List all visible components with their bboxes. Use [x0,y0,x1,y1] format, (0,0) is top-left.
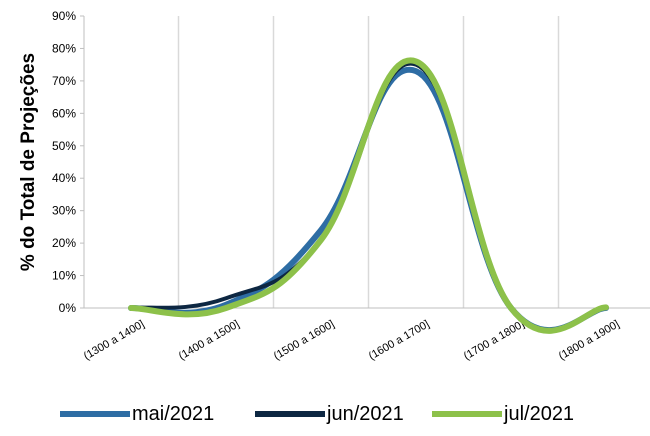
grid-lines [177,16,560,308]
x-tick-label: (1300 a 1400] [82,318,147,362]
series-line-jul-2021 [128,57,609,334]
y-tick-label: 50% [52,139,76,153]
y-tick-label: 60% [52,106,76,120]
x-tick-label: (1500 a 1600] [272,318,337,362]
x-axis: (1300 a 1400] (1400 a 1500] (1500 a 1600] (… [82,307,650,363]
legend: mai/2021 jun/2021 jul/2021 [60,403,574,425]
legend-label: mai/2021 [132,403,214,425]
y-tick-label: 70% [52,74,76,88]
y-axis-title: % do Total de Projeções [18,53,39,271]
x-tick-label: (1700 a 1800] [462,318,527,362]
y-tick-label: 80% [52,41,76,55]
y-tick-label: 40% [52,171,76,185]
legend-label: jun/2021 [326,403,404,425]
y-tick-label: 30% [52,204,76,218]
y-tick-label: 10% [52,269,76,283]
x-tick-label: (1600 a 1700] [367,318,432,362]
x-tick-label: (1400 a 1500] [177,318,242,362]
y-tick-label: 20% [52,236,76,250]
y-axis: 0% 10% 20% 30% 40% 50% 60% 70% 80% 90% [52,9,85,315]
y-tick-label: 0% [59,301,77,315]
legend-label: jul/2021 [503,403,574,425]
series-lines [128,57,609,334]
y-tick-label: 90% [52,9,76,23]
